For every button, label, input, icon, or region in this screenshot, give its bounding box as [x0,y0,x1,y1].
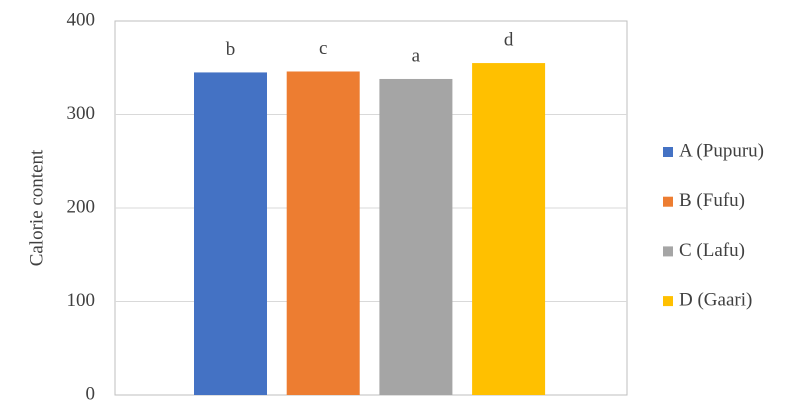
legend-label: C (Lafu) [679,240,745,261]
legend-label: D (Gaari) [679,289,752,310]
legend-swatch [663,246,673,257]
y-tick-label: 0 [86,383,96,404]
legend-label: A (Pupuru) [679,140,764,161]
bar [472,63,546,395]
legend-label: B (Fufu) [679,190,745,211]
y-tick-label: 100 [67,290,96,311]
y-axis-label: Calorie content [26,149,47,266]
y-tick-label: 400 [67,9,96,30]
bar [286,71,360,396]
legend-swatch [663,296,673,307]
legend-swatch [663,147,673,157]
bar-annotation: a [412,45,421,66]
y-tick-label: 300 [67,103,96,124]
bar-annotation: b [226,39,236,60]
bar-annotation: c [319,38,327,59]
y-tick-label: 200 [67,196,96,217]
bar [194,72,267,396]
bar [379,78,453,395]
legend-swatch [663,196,673,207]
bar-annotation: d [504,29,514,50]
